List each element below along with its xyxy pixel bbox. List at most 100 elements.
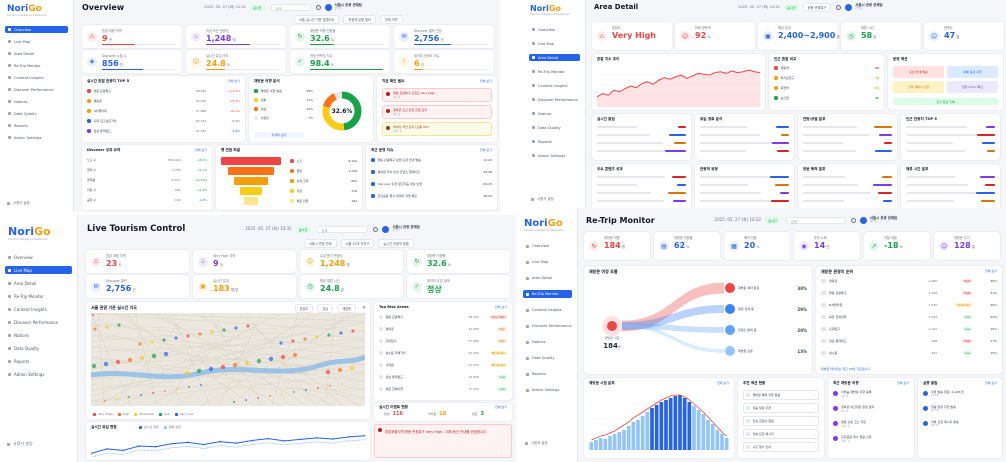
- nav-notices[interactable]: Notices: [523, 338, 572, 346]
- nav-retrip[interactable]: Re-Trip Monitor: [529, 68, 580, 75]
- table-row[interactable]: 명동 관광특구 1,964 High 31%: [821, 290, 997, 296]
- action-button[interactable]: 현장 CCTV 확인: [947, 81, 998, 93]
- hotspot-dot[interactable]: [200, 384, 202, 386]
- nav-overview[interactable]: Overview: [5, 26, 68, 33]
- kpi-card[interactable]: ☺ 재방문 주기 128일: [934, 232, 1000, 260]
- hotspot-dot[interactable]: [341, 383, 343, 385]
- nearby-item[interactable]: 명동역 92: [774, 65, 879, 71]
- table-row[interactable]: 명동 관광특구 38,420 Very High: [379, 314, 507, 320]
- kpi-card[interactable]: ✓ 데이터 수집 상태 정상: [407, 275, 510, 298]
- nav-reports[interactable]: Reports: [5, 122, 68, 129]
- table-row[interactable]: 잠실 롯데월드 968 High 17%: [821, 338, 997, 344]
- alert-item[interactable]: 경복궁 인근 유입 급증 감지 8분 전: [382, 105, 492, 119]
- hotspot-dot[interactable]: [104, 400, 106, 402]
- avatar[interactable]: [382, 225, 390, 233]
- kpi-card[interactable]: ◉ 추천 수락 14건: [794, 232, 860, 260]
- city-map[interactable]: [91, 313, 365, 406]
- filter-realtime[interactable]: 서울 실시간 기준 업데이트: [294, 15, 340, 24]
- kpi-card[interactable]: ✉ Discover 클릭 인입 2,756건: [394, 25, 494, 48]
- view-all-link[interactable]: 전체 보기: [985, 381, 997, 385]
- hotspot-dot[interactable]: [305, 389, 307, 391]
- hotspot-dot[interactable]: [140, 394, 142, 396]
- nav-content[interactable]: Content Insights: [529, 82, 580, 89]
- hotspot-dot[interactable]: [186, 334, 190, 338]
- settings-link[interactable]: 사용자 설정: [525, 440, 548, 445]
- hotspot-dot[interactable]: [281, 393, 283, 395]
- area-select[interactable]: 명동 관광특구: [802, 2, 832, 12]
- kpi-card[interactable]: ✓ 관광 만족도 지수 98.4%: [290, 50, 390, 73]
- list-item[interactable]: 경복궁 31,205 +8.7%: [87, 98, 240, 104]
- hotspot-dot[interactable]: [176, 388, 178, 390]
- nav-notices[interactable]: Notices: [5, 98, 68, 105]
- hotspot-dot[interactable]: [208, 366, 214, 372]
- table-row[interactable]: 홍대입구 1,102 Low 19%: [821, 326, 997, 332]
- bell-icon[interactable]: [836, 4, 842, 10]
- hotspot-dot[interactable]: [116, 398, 118, 400]
- hotspot-dot[interactable]: [188, 386, 190, 388]
- action-button[interactable]: 대체 동선 추천: [947, 66, 998, 78]
- notice-banner[interactable]: 혼잡위험지역 명동 관광특구 Very High - 대체 동선 안내를 권장합…: [374, 424, 512, 458]
- table-row[interactable]: 잠실 롯데월드 19,630 Low: [379, 374, 507, 380]
- search-input[interactable]: 검색: [270, 3, 311, 11]
- hotspot-dot[interactable]: [138, 342, 142, 346]
- nav-area-detail[interactable]: Area Detail: [523, 274, 572, 282]
- table-row[interactable]: 경복궁 2,480 High 38%: [821, 278, 997, 284]
- hotspot-dot[interactable]: [317, 387, 319, 389]
- hotspot-dot[interactable]: [210, 330, 214, 334]
- nearby-item[interactable]: 을지로입구 78: [774, 75, 879, 81]
- hotspot-dot[interactable]: [196, 368, 202, 374]
- avatar[interactable]: [324, 3, 332, 11]
- nav-overview[interactable]: Overview: [5, 253, 72, 261]
- feed-item[interactable]: 명동 쇼핑 코스 저장 12분 전: [833, 420, 909, 432]
- hotspot-dot[interactable]: [105, 325, 109, 329]
- kpi-card[interactable]: ♨ Very High 지역 9곳: [193, 250, 296, 273]
- view-all-link[interactable]: 전체 보기: [495, 305, 507, 309]
- filter-org[interactable]: 서울시 관광 관제: [304, 239, 337, 248]
- kpi-card[interactable]: ↻ 재방문 의향 184명: [584, 232, 650, 260]
- kpi-card[interactable]: ▣ 실시간 유입 183명/분: [193, 275, 296, 298]
- table-row[interactable]: 성수동 카페거리 25,432 Moderate: [379, 350, 507, 356]
- feed-item[interactable]: 경복궁 야간개장 일정 문의 6분 전: [833, 405, 909, 417]
- settings-link[interactable]: 사용자 설정: [7, 441, 33, 447]
- feed-item[interactable]: 맞춤 일정 추천 발송 09:58: [923, 405, 997, 417]
- filter-district[interactable]: 서울 25개 자치구: [340, 239, 375, 248]
- view-all-link[interactable]: 전체 보기: [985, 269, 997, 273]
- alert-item[interactable]: 데이터 지연 감지 (교통 API) 15분 전: [382, 122, 492, 136]
- hotspot-dot[interactable]: [92, 314, 94, 316]
- feed-item[interactable]: 한강공원 행사 알림 신청 18분 전: [833, 435, 909, 447]
- step-item[interactable]: 재방문 혜택 쿠폰 발송 ›: [743, 390, 819, 400]
- hotspot-dot[interactable]: [339, 331, 343, 335]
- detail-button[interactable]: 자세히 보기: [254, 132, 304, 138]
- nav-admin[interactable]: Admin Settings: [529, 152, 580, 159]
- toggle-congestion[interactable]: 혼잡도: [294, 304, 314, 313]
- hotspot-dot[interactable]: [329, 385, 331, 387]
- table-row[interactable]: 북촌 한옥마을 1,284 Low 22%: [821, 314, 997, 320]
- hotspot-dot[interactable]: [280, 354, 286, 360]
- search-input[interactable]: 검색: [785, 216, 846, 224]
- close-icon[interactable]: ✕: [361, 305, 366, 311]
- nav-reports[interactable]: Reports: [5, 357, 72, 365]
- hotspot-dot[interactable]: [174, 336, 178, 340]
- hotspot-dot[interactable]: [150, 340, 154, 344]
- kpi-card[interactable]: ✉ Discover 클릭 2,756건: [86, 275, 189, 298]
- hotspot-dot[interactable]: [152, 392, 154, 394]
- table-row[interactable]: N서울타워 1,520 Moderate 26%: [821, 302, 997, 308]
- toggle-revisit[interactable]: 재방문: [337, 304, 356, 313]
- action-button[interactable]: 인력 재배치 요청: [893, 81, 944, 93]
- nav-overview[interactable]: Overview: [529, 26, 580, 33]
- action-button[interactable]: 혼잡 안내 발송: [893, 66, 944, 78]
- view-all-link[interactable]: 전체 보기: [717, 381, 729, 385]
- hotspot-dot[interactable]: [232, 362, 238, 368]
- issue-item[interactable]: 명동 관광특구 보행 혼잡 안내 발송 10:20: [371, 157, 492, 163]
- kpi-card[interactable]: ▣ 예상 유입 2,400~2,900명: [758, 22, 840, 50]
- hotspot-dot[interactable]: [234, 326, 238, 330]
- bell-icon[interactable]: [850, 217, 856, 223]
- nearby-item[interactable]: 회현역 64: [774, 85, 879, 91]
- nav-discover[interactable]: Discover Performance: [5, 86, 68, 93]
- user-info[interactable]: 서울시 관광 관제팀 관리자: [855, 3, 882, 10]
- view-all-link[interactable]: 전체 보기: [897, 381, 909, 385]
- user-info[interactable]: 서울시 관광 관제팀 관리자: [870, 216, 897, 223]
- table-row[interactable]: 북촌 한옥마을 17,204 Low: [379, 386, 507, 392]
- hotspot-dot[interactable]: [293, 391, 295, 393]
- kpi-card[interactable]: ⚠ 혼잡 위험 지역 9곳: [82, 25, 182, 48]
